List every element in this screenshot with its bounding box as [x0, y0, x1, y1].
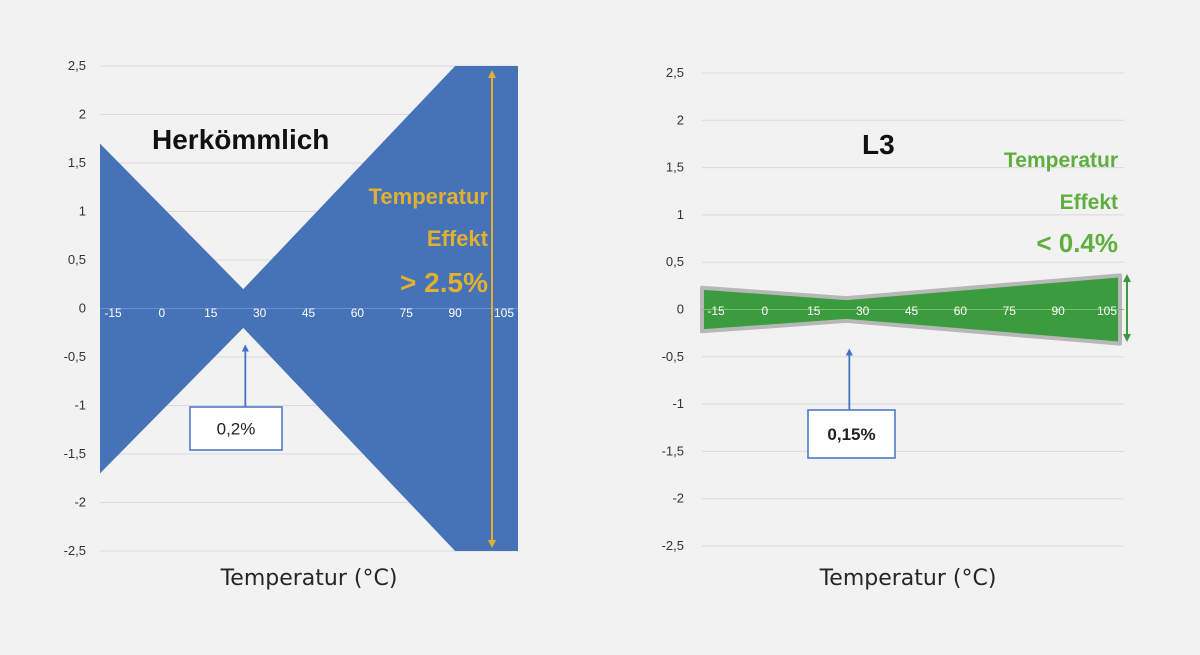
- effect-annotation: Effekt: [1060, 191, 1118, 214]
- x-tick-label: 90: [448, 306, 462, 320]
- y-tick-label: 2: [677, 112, 684, 127]
- y-tick-label: 0,5: [666, 254, 684, 269]
- chart-title: L3: [862, 129, 895, 160]
- y-tick-label: -2: [74, 495, 86, 510]
- x-tick-label: 105: [1097, 304, 1117, 318]
- minimum-value-box: [807, 409, 896, 459]
- minimum-value-label: 0,15%: [827, 425, 875, 444]
- effect-annotation: Temperatur: [369, 184, 489, 209]
- y-tick-label: -2,5: [64, 543, 86, 558]
- effect-annotation: Effekt: [427, 226, 489, 251]
- x-tick-label: -15: [707, 304, 725, 318]
- x-tick-label: 90: [1051, 304, 1065, 318]
- effect-annotation: < 0.4%: [1036, 228, 1118, 258]
- y-tick-label: -1,5: [64, 446, 86, 461]
- y-tick-label: -1: [74, 398, 86, 413]
- y-tick-label: 0,5: [68, 252, 86, 267]
- chart-panel-2: 2,5 2 1,5 1 0,5 0 -0,5 -1 -1,5 -2 -2,5 -15 0 15 30 45 60…: [662, 65, 1131, 591]
- chart-title: Herkömmlich: [152, 124, 329, 155]
- x-tick-label: 15: [807, 304, 821, 318]
- y-tick-label: 0: [79, 301, 86, 316]
- x-tick-label: 60: [954, 304, 968, 318]
- x-tick-label: 0: [159, 306, 166, 320]
- y-tick-label: 1,5: [666, 160, 684, 175]
- x-tick-label: 75: [400, 306, 414, 320]
- y-tick-label: 1,5: [68, 155, 86, 170]
- x-tick-label: 60: [351, 306, 365, 320]
- chart-panel-1: 2,5 2 1,5 1 0,5 0 -0,5 -1 -1,5 -2 -2,5 -15 0 15 30 45 60…: [64, 58, 518, 591]
- y-tick-label: -0,5: [662, 349, 684, 364]
- x-tick-label: 45: [905, 304, 919, 318]
- y-tick-label: 1: [677, 207, 684, 222]
- minimum-value-label: 0,2%: [217, 420, 256, 439]
- y-tick-label: 2,5: [68, 58, 86, 73]
- effect-annotation: > 2.5%: [400, 267, 488, 298]
- y-tick-label: -1: [672, 396, 684, 411]
- x-axis-title: Temperatur (°C): [220, 566, 398, 591]
- x-axis-title: Temperatur (°C): [819, 566, 997, 591]
- x-tick-label: 15: [204, 306, 218, 320]
- x-tick-label: 45: [302, 306, 316, 320]
- y-tick-label: -1,5: [662, 443, 684, 458]
- x-tick-label: 75: [1003, 304, 1017, 318]
- x-tick-label: 30: [253, 306, 267, 320]
- y-tick-label: -2,5: [662, 538, 684, 553]
- x-tick-label: 105: [494, 306, 514, 320]
- minimum-value-box: [189, 406, 283, 451]
- y-tick-label: -0,5: [64, 349, 86, 364]
- y-tick-label: 2,5: [666, 65, 684, 80]
- effect-annotation: Temperatur: [1004, 149, 1118, 172]
- x-tick-label: 30: [856, 304, 870, 318]
- y-tick-label: 2: [79, 107, 86, 122]
- x-tick-label: 0: [762, 304, 769, 318]
- y-tick-label: -2: [672, 491, 684, 506]
- x-tick-label: -15: [104, 306, 122, 320]
- y-tick-label: 0: [677, 302, 684, 317]
- y-tick-label: 1: [79, 204, 86, 219]
